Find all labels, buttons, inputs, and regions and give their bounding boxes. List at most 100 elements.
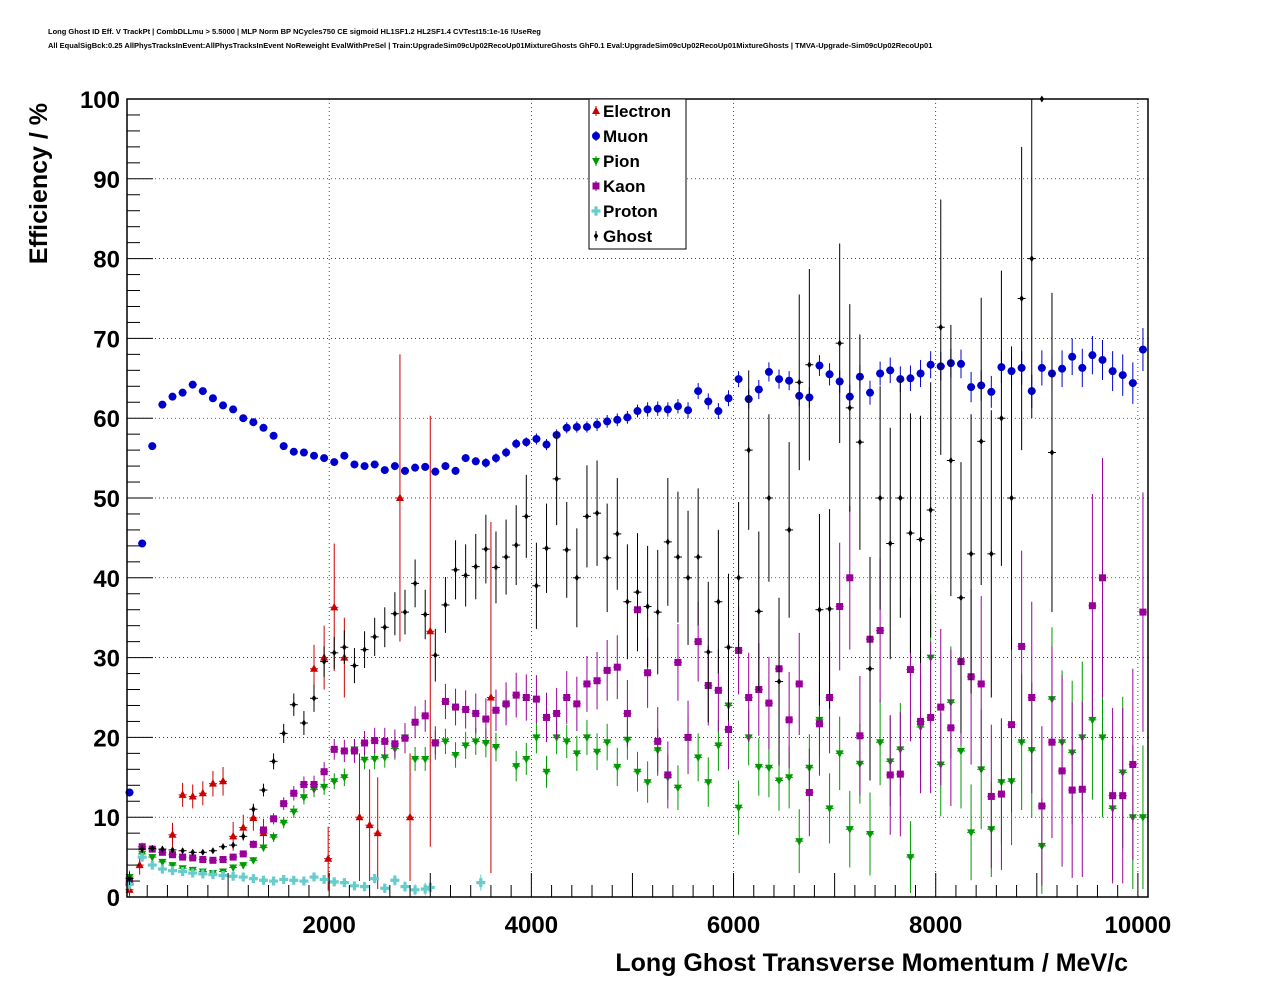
x-tick-label: 4000 bbox=[505, 912, 558, 939]
data-point bbox=[239, 414, 248, 423]
data-point bbox=[968, 550, 974, 558]
data-point bbox=[271, 757, 276, 765]
data-point bbox=[694, 387, 703, 396]
data-point bbox=[426, 626, 435, 635]
data-point bbox=[643, 405, 652, 414]
data-point bbox=[410, 885, 420, 895]
data-point bbox=[815, 361, 824, 370]
data-point bbox=[373, 828, 382, 837]
data-point bbox=[332, 649, 337, 657]
data-point bbox=[157, 864, 167, 874]
data-point bbox=[289, 875, 299, 885]
data-point bbox=[461, 454, 470, 463]
data-point bbox=[827, 605, 832, 613]
data-point bbox=[554, 475, 559, 483]
data-point bbox=[797, 378, 802, 386]
legend-entry-pion: Pion bbox=[592, 152, 640, 171]
data-point bbox=[139, 845, 145, 853]
data-point bbox=[492, 706, 500, 714]
data-point bbox=[1029, 255, 1034, 263]
data-point bbox=[888, 539, 893, 547]
data-point bbox=[997, 790, 1005, 798]
data-point bbox=[926, 360, 935, 369]
series-proton bbox=[125, 852, 486, 896]
data-point bbox=[635, 588, 640, 596]
data-point bbox=[906, 854, 915, 862]
data-point bbox=[625, 598, 630, 606]
data-point bbox=[471, 457, 480, 466]
data-point bbox=[370, 460, 379, 469]
data-point bbox=[137, 852, 147, 862]
data-point bbox=[220, 843, 226, 851]
data-point bbox=[360, 756, 369, 765]
data-point bbox=[400, 882, 410, 892]
data-point bbox=[1037, 363, 1046, 372]
data-point bbox=[594, 509, 600, 517]
data-point bbox=[380, 754, 389, 762]
data-point bbox=[582, 422, 591, 431]
data-point bbox=[553, 709, 561, 717]
data-point bbox=[299, 794, 308, 802]
data-point bbox=[603, 739, 612, 747]
data-point bbox=[896, 770, 904, 778]
data-point bbox=[886, 771, 894, 779]
data-point bbox=[1138, 814, 1147, 822]
data-point bbox=[643, 779, 652, 787]
data-point bbox=[310, 664, 319, 672]
data-point bbox=[330, 458, 339, 467]
data-point bbox=[522, 694, 530, 701]
data-point bbox=[1098, 734, 1107, 742]
data-point bbox=[1088, 351, 1097, 360]
data-point bbox=[956, 359, 965, 368]
data-point bbox=[615, 530, 620, 538]
data-point bbox=[714, 407, 723, 416]
data-point bbox=[563, 694, 571, 701]
data-point bbox=[1019, 295, 1024, 302]
data-point bbox=[1018, 642, 1026, 650]
data-point bbox=[876, 739, 885, 747]
data-point bbox=[958, 594, 964, 602]
data-point bbox=[604, 554, 610, 562]
data-point bbox=[160, 845, 165, 853]
data-point bbox=[1088, 602, 1096, 610]
data-point bbox=[340, 451, 349, 460]
data-point bbox=[1078, 785, 1086, 793]
data-point bbox=[324, 854, 333, 862]
data-point bbox=[948, 456, 954, 464]
data-point bbox=[947, 724, 955, 732]
data-point bbox=[483, 545, 489, 553]
legend-marker bbox=[592, 132, 600, 140]
data-point bbox=[1138, 345, 1147, 354]
data-point bbox=[382, 623, 387, 631]
data-point bbox=[1008, 721, 1016, 729]
data-point bbox=[714, 686, 722, 694]
data-point bbox=[1098, 355, 1107, 364]
data-point bbox=[1078, 363, 1087, 372]
data-point bbox=[1017, 739, 1026, 747]
y-tick-label: 100 bbox=[80, 87, 120, 114]
data-point bbox=[301, 719, 307, 727]
data-point bbox=[756, 607, 762, 615]
data-point bbox=[218, 870, 228, 880]
data-point bbox=[178, 790, 187, 798]
data-series-layer bbox=[125, 95, 1147, 897]
data-point bbox=[168, 862, 177, 870]
data-point bbox=[150, 844, 155, 852]
data-point bbox=[673, 784, 682, 793]
data-point bbox=[168, 830, 177, 838]
legend-marker bbox=[592, 106, 600, 114]
data-point bbox=[785, 716, 793, 724]
data-point bbox=[291, 701, 296, 709]
data-point bbox=[1038, 802, 1046, 810]
data-point bbox=[441, 697, 449, 705]
data-point bbox=[716, 598, 721, 606]
data-point bbox=[148, 854, 157, 862]
data-point bbox=[564, 546, 569, 554]
data-point bbox=[219, 855, 227, 863]
data-point bbox=[473, 563, 478, 571]
data-point bbox=[229, 405, 238, 414]
y-tick-label: 0 bbox=[107, 885, 120, 912]
legend-marker bbox=[592, 158, 600, 166]
data-point bbox=[512, 439, 521, 448]
data-point bbox=[249, 813, 258, 821]
